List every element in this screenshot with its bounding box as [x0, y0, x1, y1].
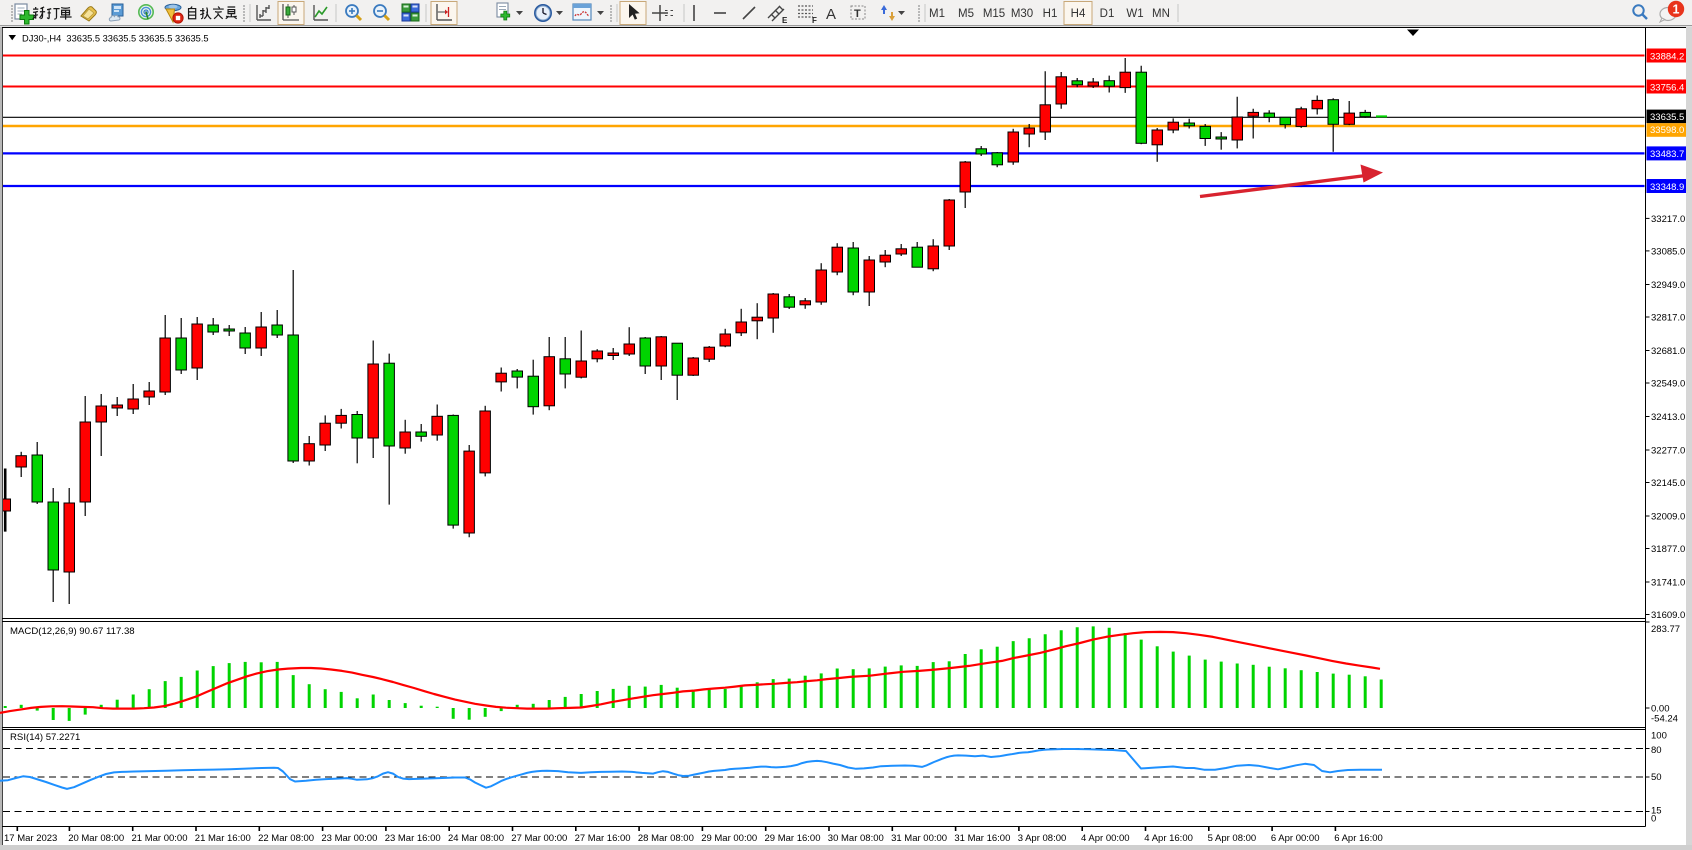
- svg-text:21 Mar 16:00: 21 Mar 16:00: [195, 833, 251, 844]
- svg-text:22 Mar 08:00: 22 Mar 08:00: [258, 833, 314, 844]
- svg-text:29 Mar 16:00: 29 Mar 16:00: [765, 833, 821, 844]
- svg-text:T: T: [854, 8, 861, 20]
- svg-text:D1: D1: [1100, 8, 1115, 20]
- svg-text:0.00: 0.00: [1651, 704, 1670, 715]
- svg-text:M5: M5: [958, 8, 974, 20]
- svg-text:23 Mar 00:00: 23 Mar 00:00: [321, 833, 377, 844]
- svg-text:31877.0: 31877.0: [1651, 544, 1685, 555]
- svg-text:29 Mar 00:00: 29 Mar 00:00: [701, 833, 757, 844]
- svg-text:28 Mar 08:00: 28 Mar 08:00: [638, 833, 694, 844]
- svg-text:24 Mar 08:00: 24 Mar 08:00: [448, 833, 504, 844]
- svg-text:M15: M15: [983, 8, 1005, 20]
- svg-text:31 Mar 00:00: 31 Mar 00:00: [891, 833, 947, 844]
- svg-text:100: 100: [1651, 730, 1667, 741]
- svg-text:RSI(14) 57.2271: RSI(14) 57.2271: [10, 732, 80, 743]
- svg-text:33756.4: 33756.4: [1650, 82, 1684, 93]
- svg-text:W1: W1: [1126, 8, 1143, 20]
- svg-text:80: 80: [1651, 745, 1662, 756]
- svg-text:M1: M1: [929, 8, 945, 20]
- svg-text:1: 1: [1673, 2, 1680, 16]
- svg-text:31 Mar 16:00: 31 Mar 16:00: [954, 833, 1010, 844]
- svg-text:32277.0: 32277.0: [1651, 446, 1685, 457]
- svg-text:15: 15: [1651, 805, 1662, 816]
- svg-text:20 Mar 08:00: 20 Mar 08:00: [68, 833, 124, 844]
- svg-text:31741.0: 31741.0: [1651, 578, 1685, 589]
- svg-text:H1: H1: [1043, 8, 1058, 20]
- svg-text:23 Mar 16:00: 23 Mar 16:00: [385, 833, 441, 844]
- svg-text:6 Apr 00:00: 6 Apr 00:00: [1271, 833, 1320, 844]
- svg-text:33483.7: 33483.7: [1650, 149, 1684, 160]
- svg-text:4 Apr 16:00: 4 Apr 16:00: [1144, 833, 1193, 844]
- svg-text:A: A: [826, 6, 836, 23]
- svg-text:30 Mar 08:00: 30 Mar 08:00: [828, 833, 884, 844]
- svg-text:33884.2: 33884.2: [1650, 51, 1684, 62]
- svg-text:E: E: [782, 16, 788, 25]
- svg-text:17 Mar 2023: 17 Mar 2023: [4, 833, 57, 844]
- svg-text:283.77: 283.77: [1651, 624, 1680, 635]
- svg-text:31609.0: 31609.0: [1651, 610, 1685, 621]
- svg-text:MACD(12,26,9) 90.67 117.38: MACD(12,26,9) 90.67 117.38: [10, 626, 135, 637]
- svg-text:32681.0: 32681.0: [1651, 346, 1685, 357]
- svg-text:MN: MN: [1152, 8, 1170, 20]
- svg-text:4 Apr 00:00: 4 Apr 00:00: [1081, 833, 1130, 844]
- svg-text:3 Apr 08:00: 3 Apr 08:00: [1018, 833, 1067, 844]
- svg-text:32145.0: 32145.0: [1651, 478, 1685, 489]
- svg-text:33085.0: 33085.0: [1651, 247, 1685, 258]
- svg-text:32817.0: 32817.0: [1651, 313, 1685, 324]
- svg-text:5 Apr 08:00: 5 Apr 08:00: [1208, 833, 1257, 844]
- svg-text:32413.0: 32413.0: [1651, 412, 1685, 423]
- svg-text:0: 0: [1651, 813, 1656, 824]
- svg-text:33598.0: 33598.0: [1650, 125, 1684, 136]
- svg-text:H4: H4: [1071, 8, 1086, 20]
- svg-text:27 Mar 00:00: 27 Mar 00:00: [511, 833, 567, 844]
- svg-text:32009.0: 32009.0: [1651, 512, 1685, 523]
- svg-text:M30: M30: [1011, 8, 1033, 20]
- svg-text:27 Mar 16:00: 27 Mar 16:00: [575, 833, 631, 844]
- svg-text:6 Apr 16:00: 6 Apr 16:00: [1334, 833, 1383, 844]
- svg-text:33217.0: 33217.0: [1651, 214, 1685, 225]
- svg-text:33635.5: 33635.5: [1650, 112, 1684, 123]
- svg-text:F: F: [812, 16, 817, 25]
- svg-text:33348.9: 33348.9: [1650, 182, 1684, 193]
- svg-text:DJ30-,H4 33635.5 33635.5 3363: DJ30-,H4 33635.5 33635.5 33635.5 33635.5: [22, 34, 209, 44]
- svg-text:32549.0: 32549.0: [1651, 379, 1685, 390]
- svg-text:-54.24: -54.24: [1651, 714, 1678, 725]
- svg-text:21 Mar 00:00: 21 Mar 00:00: [132, 833, 188, 844]
- svg-text:32949.0: 32949.0: [1651, 280, 1685, 291]
- svg-text:50: 50: [1651, 772, 1662, 783]
